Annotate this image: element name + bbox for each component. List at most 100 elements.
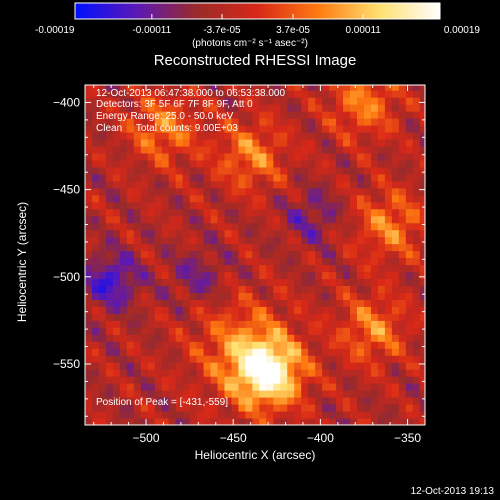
heatmap-cell — [280, 104, 288, 112]
heatmap-cell — [329, 376, 337, 384]
heatmap-cell — [238, 125, 246, 133]
heatmap-cell — [370, 194, 379, 203]
heatmap-cell — [126, 320, 135, 328]
heatmap-cell — [189, 194, 198, 203]
heatmap-cell — [189, 257, 198, 266]
heatmap-cell — [105, 257, 114, 266]
heatmap-cell — [161, 257, 170, 266]
heatmap-cell — [363, 348, 372, 356]
heatmap-cell — [329, 90, 337, 98]
heatmap-cell — [210, 327, 219, 335]
heatmap-cell — [231, 390, 239, 398]
heatmap-cell — [119, 187, 128, 196]
heatmap-cell — [322, 201, 330, 210]
heatmap-cell — [210, 243, 219, 252]
heatmap-cell — [405, 327, 414, 335]
heatmap-cell — [315, 132, 323, 140]
heatmap-cell — [147, 90, 156, 98]
heatmap-cell — [343, 369, 351, 377]
heatmap-cell — [259, 125, 267, 133]
heatmap-cell — [126, 306, 135, 314]
heatmap-cell — [412, 159, 421, 168]
heatmap-cell — [384, 118, 393, 126]
heatmap-cell — [370, 180, 379, 189]
heatmap-cell — [287, 159, 295, 168]
heatmap-cell — [238, 271, 246, 280]
heatmap-cell — [238, 264, 246, 273]
heatmap-cell — [168, 132, 177, 140]
heatmap-cell — [301, 376, 309, 384]
heatmap-cell — [168, 348, 177, 356]
heatmap-cell — [412, 271, 421, 280]
heatmap-cell — [210, 90, 219, 98]
heatmap-cell — [294, 411, 302, 419]
heatmap-cell — [266, 376, 274, 384]
heatmap-cell — [405, 146, 414, 154]
heatmap-cell — [196, 320, 205, 328]
heatmap-cell — [384, 104, 393, 112]
heatmap-cell — [119, 411, 128, 419]
heatmap-cell — [182, 104, 191, 112]
heatmap-cell — [294, 159, 302, 168]
heatmap-cell — [91, 194, 100, 203]
heatmap-cell — [273, 104, 281, 112]
heatmap-cell — [398, 173, 407, 182]
heatmap-cell — [119, 104, 128, 112]
heatmap-cell — [133, 418, 142, 425]
heatmap-cell — [238, 390, 246, 398]
heatmap-cell — [363, 139, 372, 147]
heatmap-cell — [245, 285, 253, 293]
heatmap-cell — [322, 215, 330, 224]
heatmap-cell — [161, 132, 170, 140]
heatmap-cell — [231, 146, 239, 154]
heatmap-cell — [301, 166, 309, 175]
heatmap-cell — [98, 397, 107, 405]
heatmap-cell — [294, 236, 302, 245]
heatmap-cell — [224, 271, 232, 280]
heatmap-cell — [384, 236, 393, 245]
heatmap-cell — [363, 404, 372, 412]
heatmap-cell — [182, 264, 191, 273]
heatmap-cell — [154, 97, 163, 105]
heatmap-cell — [294, 348, 302, 356]
heatmap-cell — [112, 271, 121, 280]
heatmap-cell — [98, 278, 107, 287]
heatmap-cell — [112, 215, 121, 224]
heatmap-cell — [322, 299, 330, 307]
heatmap-cell — [370, 341, 379, 349]
heatmap-cell — [231, 397, 239, 405]
heatmap-cell — [98, 264, 107, 273]
heatmap-cell — [273, 194, 281, 203]
heatmap-cell — [217, 299, 225, 307]
heatmap-cell — [398, 299, 407, 307]
heatmap-cell — [384, 215, 393, 224]
heatmap-cell — [238, 208, 246, 217]
heatmap-cell — [301, 97, 309, 105]
heatmap-cell — [294, 194, 302, 203]
heatmap-cell — [266, 187, 274, 196]
heatmap-cell — [224, 111, 232, 119]
heatmap-cell — [357, 215, 365, 224]
heatmap-cell — [322, 362, 330, 370]
heatmap-cell — [182, 341, 191, 349]
heatmap-cell — [336, 208, 344, 217]
heatmap-cell — [357, 369, 365, 377]
heatmap-cell — [287, 153, 295, 161]
heatmap-cell — [336, 383, 344, 391]
heatmap-cell — [98, 104, 107, 112]
heatmap-cell — [85, 97, 93, 105]
heatmap-cell — [168, 306, 177, 314]
heatmap-cell — [350, 159, 358, 168]
heatmap-cell — [224, 376, 232, 384]
heatmap-cell — [398, 397, 407, 405]
heatmap-cell — [259, 85, 267, 91]
heatmap-cell — [391, 341, 400, 349]
heatmap-cell — [245, 341, 253, 349]
heatmap-cell — [343, 362, 351, 370]
heatmap-cell — [203, 355, 212, 363]
heatmap-cell — [259, 173, 267, 182]
heatmap-cell — [133, 271, 142, 280]
heatmap-cell — [175, 201, 184, 210]
heatmap-cell — [384, 313, 393, 321]
heatmap-cell — [329, 146, 337, 154]
